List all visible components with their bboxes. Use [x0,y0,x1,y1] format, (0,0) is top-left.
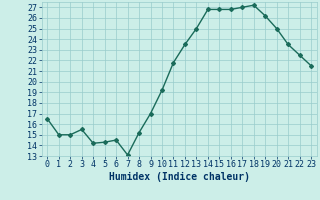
X-axis label: Humidex (Indice chaleur): Humidex (Indice chaleur) [109,172,250,182]
